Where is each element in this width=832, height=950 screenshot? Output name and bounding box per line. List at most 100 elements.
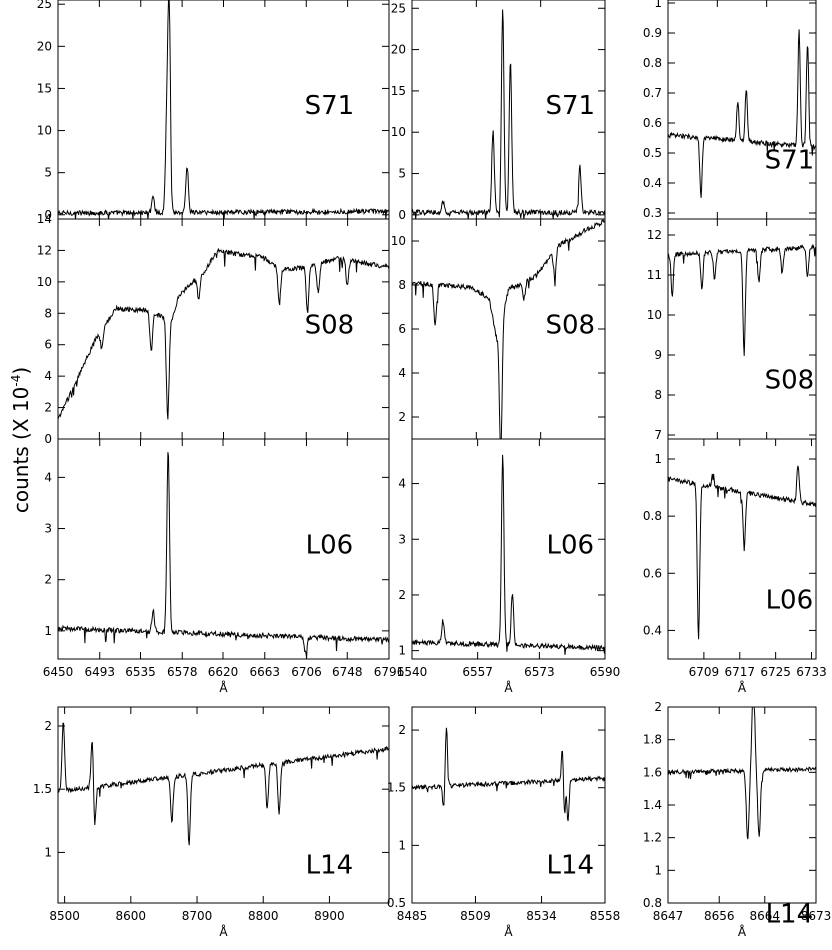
x-tick-label: 6450 <box>43 665 74 679</box>
star-label: S71 <box>545 91 595 121</box>
y-tick-label: 12 <box>647 228 662 242</box>
spectrum-line <box>667 465 817 640</box>
y-tick-label: 6 <box>44 338 52 352</box>
y-tick-label: 2 <box>44 573 52 587</box>
panel-S08-b: 2 4 6 8 10 S08 <box>391 218 606 440</box>
y-tick-label: 0.8 <box>643 896 662 910</box>
y-tick-label: 0.6 <box>643 566 662 580</box>
x-tick-label: 6573 <box>524 665 555 679</box>
y-tick-label: 15 <box>37 81 52 95</box>
y-tick-label: 10 <box>391 125 406 139</box>
y-tick-label: 5 <box>44 166 52 180</box>
x-tick-label: 6709 <box>689 665 720 679</box>
panel-S71-b: 0 5 10 15 20 25 S71 <box>391 0 606 222</box>
spectrum-line <box>411 9 606 220</box>
spectrum-line <box>411 454 606 655</box>
y-tick-label: 15 <box>391 84 406 98</box>
star-label: L14 <box>546 851 594 881</box>
y-tick-label: 0.3 <box>643 206 662 220</box>
y-tick-label: 0.5 <box>387 896 406 910</box>
y-tick-label: 1 <box>398 644 406 658</box>
y-tick-label: 1.8 <box>643 733 662 747</box>
spectrum-line <box>57 0 390 220</box>
y-tick-label: 2 <box>44 401 52 415</box>
x-tick-label: 8600 <box>116 909 147 923</box>
y-tick-label: 0.8 <box>643 509 662 523</box>
y-tick-label: 1 <box>398 838 406 852</box>
x-axis-title: Å <box>219 924 228 939</box>
x-tick-label: 8900 <box>314 909 345 923</box>
y-tick-label: 9 <box>654 348 662 362</box>
x-tick-label: 6706 <box>291 665 322 679</box>
panel-frame <box>667 438 817 660</box>
panel-L06-b: 1 2 3 4 6540 6557 6573 6590 Å L06 <box>397 438 621 695</box>
x-tick-label: 6663 <box>249 665 280 679</box>
x-tick-label: 8647 <box>653 909 684 923</box>
y-tick-label: 3 <box>44 522 52 536</box>
y-tick-label: 2 <box>654 700 662 714</box>
x-axis-title: Å <box>738 924 747 939</box>
panel-frame <box>411 438 606 660</box>
y-tick-label: 20 <box>391 43 406 57</box>
panel-L06-a: 1 2 3 4 6450 6493 6535 6578 6620 6663 6706 6748 6791… <box>43 438 404 695</box>
y-tick-label: 25 <box>391 1 406 15</box>
star-label: L14 <box>766 900 814 930</box>
x-axis-title: Å <box>504 924 513 939</box>
y-tick-label: 1 <box>654 452 662 466</box>
star-label: S71 <box>765 146 815 176</box>
y-tick-label: 0 <box>398 208 406 222</box>
y-tick-label: 8 <box>398 278 406 292</box>
y-tick-label: 1 <box>654 0 662 10</box>
x-tick-label: 8656 <box>704 909 735 923</box>
x-tick-label: 6717 <box>724 665 755 679</box>
y-tick-label: 0.8 <box>643 56 662 70</box>
y-tick-label: 6 <box>398 322 406 336</box>
x-tick-label: 6733 <box>796 665 827 679</box>
x-tick-label: 8485 <box>397 909 428 923</box>
y-tick-label: 1.2 <box>643 831 662 845</box>
y-tick-label: 14 <box>37 212 52 226</box>
y-tick-label: 4 <box>398 366 406 380</box>
x-tick-label: 8558 <box>590 909 621 923</box>
panel-frame <box>411 706 606 904</box>
y-tick-label: 10 <box>647 308 662 322</box>
y-tick-label: 25 <box>37 0 52 11</box>
spectrum-line <box>667 706 817 840</box>
panel-frame <box>667 0 817 220</box>
y-tick-label: 8 <box>654 388 662 402</box>
y-tick-label: 12 <box>37 243 52 257</box>
x-tick-label: 6590 <box>590 665 621 679</box>
spectrum-line <box>411 727 606 822</box>
x-tick-label: 6748 <box>332 665 363 679</box>
x-tick-label: 8500 <box>49 909 80 923</box>
y-tick-label: 10 <box>37 124 52 138</box>
star-label: L06 <box>306 530 354 560</box>
panel-L14-b: 0.5 1 1.5 2 8485 8509 8534 8558 Å L14 <box>387 706 621 939</box>
panel-frame <box>667 706 817 904</box>
panel-S71-c: 0.3 0.4 0.5 0.6 0.7 0.8 0.9 1 S71 <box>643 0 817 220</box>
x-tick-label: 8673 <box>801 909 832 923</box>
spectrum-line <box>57 452 390 659</box>
panel-S08-a: 0 2 4 6 8 10 12 14 S08 <box>37 212 390 446</box>
y-tick-label: 1.4 <box>643 798 662 812</box>
y-tick-label: 0.4 <box>643 176 662 190</box>
star-label: S71 <box>305 91 355 121</box>
panel-L14-a: 1 1.5 2 8500 8600 8700 8800 8900 Å L14 <box>33 706 390 939</box>
x-tick-label: 6540 <box>397 665 428 679</box>
star-label: L06 <box>546 530 594 560</box>
y-tick-label: 20 <box>37 39 52 53</box>
x-tick-label: 6535 <box>125 665 156 679</box>
y-tick-label: 7 <box>654 428 662 442</box>
y-tick-label: 4 <box>44 369 52 383</box>
y-axis-title-text: counts (X 10-4) <box>9 367 33 513</box>
panel-L06-c: 0.4 0.6 0.8 1 6709 6717 6725 6733 Å L06 <box>643 438 827 695</box>
y-tick-label: 0.4 <box>643 623 662 637</box>
x-axis-title: Å <box>504 680 513 695</box>
y-tick-label: 1.6 <box>643 765 662 779</box>
spectrum-line <box>411 218 606 440</box>
star-label: S08 <box>305 310 355 340</box>
y-tick-label: 3 <box>398 532 406 546</box>
spectrum-line <box>667 29 817 198</box>
x-tick-label: 6578 <box>167 665 198 679</box>
